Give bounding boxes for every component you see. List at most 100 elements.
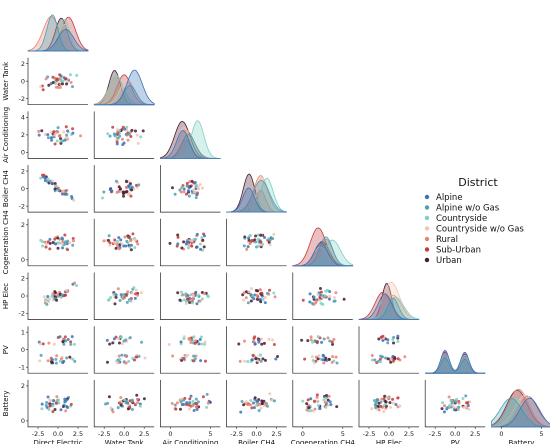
scatter-point — [116, 136, 120, 140]
scatter-point — [259, 243, 263, 247]
scatter-point — [330, 340, 334, 344]
scatter-point — [306, 339, 310, 343]
scatter-point — [69, 342, 73, 346]
x-axis-label: Battery — [508, 439, 534, 444]
scatter-point — [51, 81, 55, 85]
x-axis-label: Cogeneration CH4 — [291, 439, 356, 444]
scatter-point — [127, 192, 131, 196]
scatter-point — [315, 393, 319, 397]
scatter-point — [342, 297, 346, 301]
scatter-point — [60, 79, 64, 83]
scatter-point — [62, 342, 66, 346]
scatter-point — [206, 295, 210, 299]
scatter-point — [246, 402, 250, 406]
scatter-point — [179, 397, 183, 401]
scatter-point — [379, 404, 383, 408]
scatter-point — [41, 173, 45, 177]
scatter-point — [267, 337, 271, 341]
scatter-point — [263, 301, 267, 305]
scatter-point — [199, 359, 203, 363]
scatter-point — [72, 342, 76, 346]
scatter-point — [171, 354, 175, 358]
scatter-point — [194, 196, 198, 200]
scatter-point — [191, 293, 195, 297]
scatter-point — [113, 241, 117, 245]
scatter-point — [117, 354, 121, 358]
legend-marker-countryside — [424, 215, 430, 221]
scatter-point — [255, 399, 259, 403]
panel-air-conditioning-vs-air-conditioning — [160, 120, 221, 159]
panel-pv-vs-air-conditioning — [160, 326, 221, 374]
scatter-point — [61, 404, 65, 408]
scatter-point — [130, 408, 134, 412]
scatter-point — [127, 184, 131, 188]
panel-axes — [226, 379, 287, 428]
y-tick-label: -1 — [19, 363, 25, 371]
scatter-point — [396, 334, 400, 338]
scatter-point — [54, 361, 58, 365]
scatter-point — [192, 354, 196, 358]
scatter-point — [185, 181, 189, 185]
scatter-point — [383, 394, 387, 398]
panel-hp-elec-vs-water-tank — [93, 272, 155, 320]
scatter-point — [317, 354, 321, 358]
scatter-point — [53, 133, 57, 137]
scatter-point — [265, 402, 269, 406]
scatter-point — [66, 129, 70, 133]
scatter-point — [129, 248, 133, 252]
scatter-point — [112, 337, 116, 341]
scatter-point — [53, 187, 57, 191]
scatter-point — [253, 396, 257, 400]
x-tick-label: -2.5 — [32, 430, 45, 438]
scatter-point — [46, 359, 50, 363]
scatter-point — [243, 235, 247, 239]
scatter-point — [391, 355, 395, 359]
x-tick-label: 5 — [539, 430, 543, 438]
scatter-point — [128, 299, 132, 303]
scatter-point — [467, 407, 471, 411]
scatter-point — [38, 359, 42, 363]
scatter-point — [128, 399, 132, 403]
scatter-point — [42, 295, 46, 299]
scatter-point — [69, 340, 73, 344]
scatter-point — [309, 338, 313, 342]
legend-label-urban: Urban — [436, 256, 462, 266]
scatter-point — [251, 353, 255, 357]
scatter-point — [106, 238, 110, 242]
scatter-point — [39, 176, 43, 180]
scatter-point — [319, 290, 323, 294]
scatter-point — [178, 407, 182, 411]
panel-axes — [93, 218, 155, 267]
scatter-point — [127, 132, 131, 136]
scatter-point — [134, 183, 138, 187]
scatter-point — [115, 142, 119, 146]
scatter-point — [126, 290, 130, 294]
scatter-point — [68, 241, 72, 245]
panel-axes — [160, 326, 221, 374]
scatter-point — [335, 361, 339, 365]
scatter-point — [191, 404, 195, 408]
panel-hp-elec-vs-direct-electric: 2 0 -2 HP Elec — [2, 272, 88, 320]
y-tick-label: 2 — [21, 221, 25, 229]
scatter-point — [259, 300, 263, 304]
scatter-point — [125, 239, 129, 243]
scatter-point — [256, 244, 260, 248]
scatter-point — [386, 396, 390, 400]
scatter-point — [123, 398, 127, 402]
scatter-point — [326, 403, 330, 407]
scatter-point — [111, 341, 115, 345]
scatter-point — [46, 240, 50, 244]
scatter-point — [65, 82, 69, 86]
scatter-point — [130, 291, 134, 295]
scatter-point — [317, 404, 321, 408]
legend-label-alpine: Alpine — [436, 193, 463, 203]
scatter-point — [388, 401, 392, 405]
scatter-point — [250, 358, 254, 362]
scatter-point — [272, 291, 276, 295]
scatter-point — [454, 400, 458, 404]
x-tick-label: 5 — [341, 430, 345, 438]
scatter-point — [50, 179, 54, 183]
scatter-point — [464, 394, 468, 398]
panel-pv-vs-hp-elec — [358, 326, 419, 374]
